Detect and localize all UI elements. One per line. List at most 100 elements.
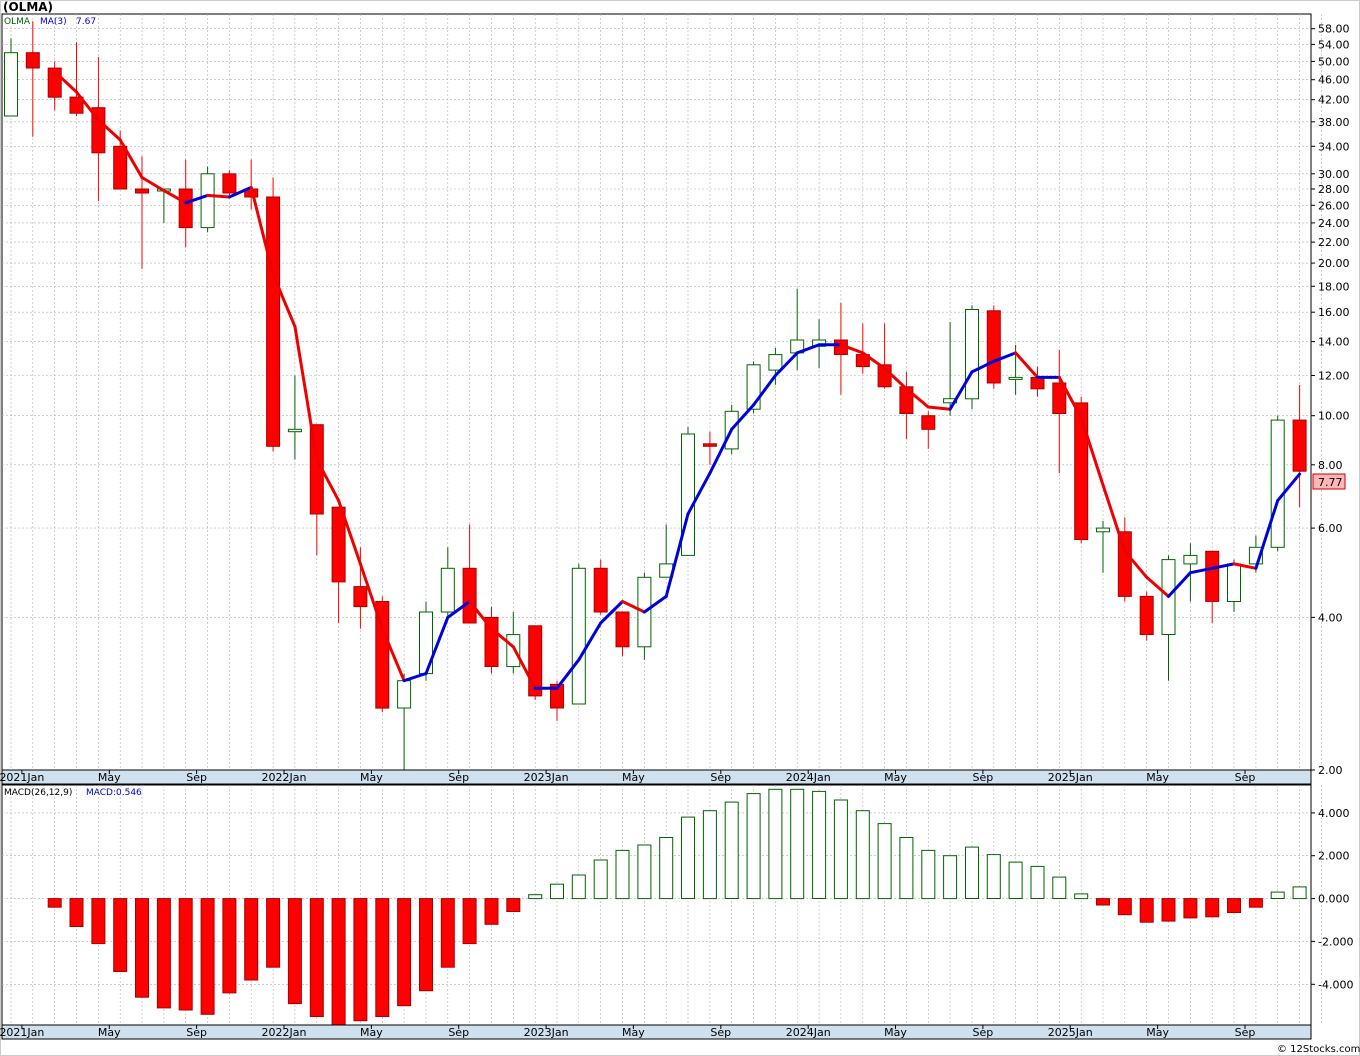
ma-segment xyxy=(555,658,581,690)
price-tick-label: 16.00 xyxy=(1318,306,1350,319)
macd-bar xyxy=(353,898,368,1022)
legend-symbol: OLMA xyxy=(4,17,31,27)
date-label: 2022Jan xyxy=(262,771,307,784)
candle-body xyxy=(1030,376,1045,390)
candle-body xyxy=(178,188,193,229)
macd-bar xyxy=(1030,865,1045,900)
candle-body xyxy=(91,107,106,154)
macd-bar xyxy=(877,823,892,900)
date-label: May xyxy=(98,771,121,784)
macd-bar xyxy=(1227,898,1241,913)
macd-bar xyxy=(986,854,1001,899)
candle-body xyxy=(440,567,455,613)
candle-body xyxy=(353,586,368,608)
macd-bar xyxy=(571,874,586,900)
candle xyxy=(266,177,281,452)
date-label: Sep xyxy=(448,771,469,784)
macd-bar xyxy=(397,898,412,1007)
candle xyxy=(1139,591,1154,641)
candle-body xyxy=(200,173,215,229)
ma-segment xyxy=(773,351,799,377)
candle xyxy=(593,559,608,615)
ma-segment xyxy=(926,405,952,411)
candle xyxy=(200,166,215,233)
date-label: Sep xyxy=(1235,771,1256,784)
date-label: 2021Jan xyxy=(0,1026,44,1039)
ma-segment xyxy=(1014,351,1039,379)
date-label: May xyxy=(98,1026,121,1039)
ma-segment xyxy=(140,176,166,193)
candle-body xyxy=(1270,419,1285,548)
candle-body xyxy=(965,309,979,400)
candle-body xyxy=(135,188,149,194)
candle xyxy=(1052,349,1067,474)
date-axis-bottom xyxy=(1,1024,1312,1040)
date-label: Sep xyxy=(710,771,731,784)
macd-bar xyxy=(1008,861,1023,899)
ma-segment xyxy=(1210,562,1236,570)
macd-bar xyxy=(965,846,979,899)
candle xyxy=(91,57,106,202)
ma-segment xyxy=(883,366,908,391)
price-tick-label: 58.00 xyxy=(1318,23,1350,36)
macd-bar xyxy=(899,837,914,900)
ma-segment xyxy=(948,370,974,411)
ma-segment xyxy=(96,118,122,142)
date-label: 2021Jan xyxy=(0,771,44,784)
ma-segment xyxy=(53,70,78,94)
ma-segment xyxy=(839,343,865,355)
date-label: May xyxy=(622,771,645,784)
macd-bar xyxy=(309,898,324,1017)
date-label: May xyxy=(884,771,907,784)
macd-bar xyxy=(69,898,84,927)
date-axis-bottom-labels: 2021Jan May Sep 2022Jan May Sep 2023Jan May Sep 2… xyxy=(0,1025,1255,1039)
candle xyxy=(375,596,390,713)
candle-body xyxy=(1096,527,1110,533)
candle-body xyxy=(1139,595,1154,636)
macd-bar xyxy=(440,898,455,968)
candle-body xyxy=(4,52,18,117)
macd-bar xyxy=(833,799,848,900)
ma-segment xyxy=(1276,472,1302,503)
macd-bar xyxy=(1248,898,1263,908)
macd-panel xyxy=(1,784,1312,1026)
ma-segment xyxy=(380,627,406,683)
macd-tick-label: -4.000 xyxy=(1318,978,1353,991)
ma-segment xyxy=(424,615,450,675)
ma-segment xyxy=(468,600,493,631)
macd-bar xyxy=(1052,876,1067,899)
macd-bar xyxy=(287,898,302,1005)
candle-body xyxy=(287,428,302,433)
ma-segment xyxy=(1101,483,1127,553)
candle-body xyxy=(331,506,346,583)
ma-segment xyxy=(75,90,100,122)
price-tick-label: 18.00 xyxy=(1318,280,1350,293)
ma-segment xyxy=(118,138,144,179)
macd-bar xyxy=(462,898,477,945)
candle xyxy=(419,601,433,681)
date-label: 2025Jan xyxy=(1048,771,1093,784)
ma-segment xyxy=(599,600,624,625)
candle xyxy=(702,431,717,465)
price-tick-label: 26.00 xyxy=(1318,199,1350,212)
ma-segment xyxy=(271,272,297,328)
date-label: May xyxy=(622,1026,645,1039)
ma-segment xyxy=(446,600,472,619)
candle-body xyxy=(702,443,717,447)
candle-body xyxy=(768,354,783,371)
legend-ma-label: MA(3) xyxy=(40,17,67,27)
date-label: May xyxy=(360,1026,383,1039)
date-axis-top-labels: 2021Jan May Sep 2022Jan May Sep 2023Jan May Sep 2… xyxy=(0,770,1255,784)
price-tick-label: 34.00 xyxy=(1318,140,1350,153)
macd-bar xyxy=(812,790,827,900)
macd-bar xyxy=(222,898,237,994)
candle-body xyxy=(986,310,1001,384)
price-tick-label: 22.00 xyxy=(1318,236,1350,249)
ma-segment xyxy=(162,189,188,205)
candle-body xyxy=(1074,402,1089,540)
candle xyxy=(287,375,302,460)
candle xyxy=(571,563,586,705)
macd-bar xyxy=(244,898,259,981)
candle xyxy=(4,38,18,117)
macd-bar xyxy=(724,801,739,899)
